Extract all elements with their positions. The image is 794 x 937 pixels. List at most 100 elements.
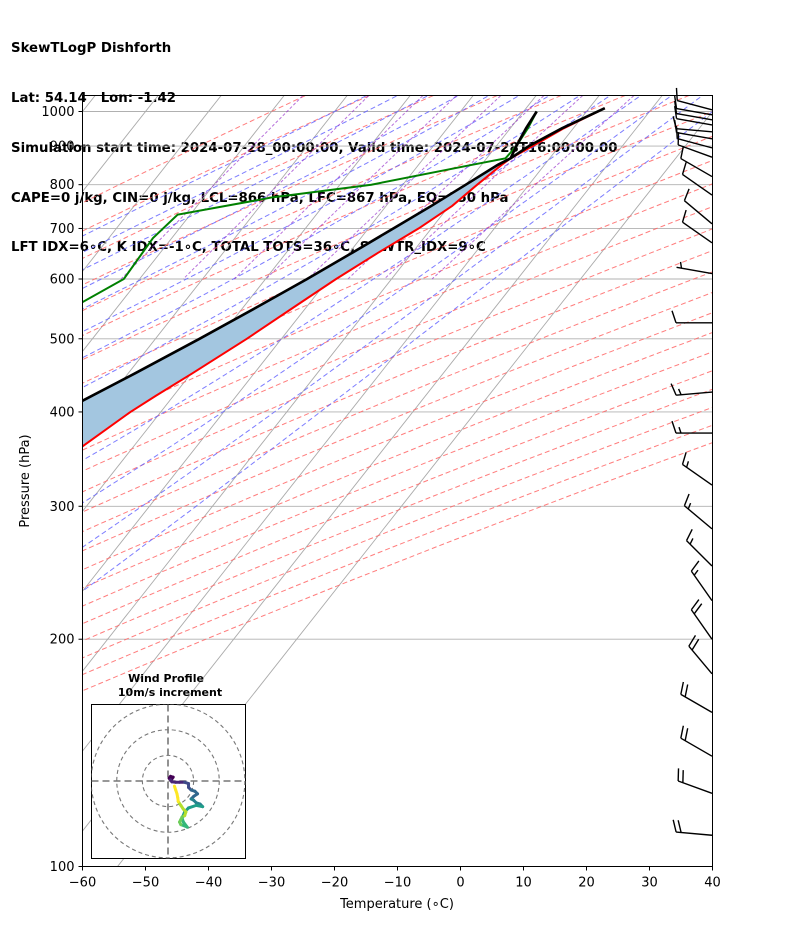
barb-shaft [676, 117, 713, 126]
barb-shaft [683, 200, 713, 225]
barb-shaft [676, 107, 713, 116]
barb-feather [680, 681, 685, 695]
barb-shaft [677, 137, 713, 149]
wind-barb [673, 95, 713, 116]
x-tick-label: 10 [515, 876, 532, 891]
wind-barb [675, 87, 713, 111]
barb-feather [672, 819, 677, 833]
x-tick-label: −30 [258, 876, 285, 891]
dry-adiabat-line [82, 424, 713, 676]
barb-feather [675, 125, 678, 139]
barb-shaft [690, 570, 713, 602]
wind-barb [681, 209, 713, 244]
dry-adiabat-line [82, 183, 713, 451]
y-tick-label: 500 [50, 332, 75, 347]
x-axis-title: Temperature (∘C) [339, 897, 454, 912]
barb-half-feather [679, 261, 683, 269]
dry-adiabat-line [82, 388, 713, 642]
dry-adiabat-line [82, 95, 435, 259]
barb-feather [680, 725, 685, 739]
barb-feather [673, 106, 678, 119]
barb-feather [670, 383, 677, 396]
barb-shaft [676, 112, 713, 121]
dewpoint-line [82, 111, 538, 304]
hodograph: Wind Profile 10m/s increment [91, 672, 246, 859]
y-tick-label: 900 [50, 140, 75, 155]
barb-feather [690, 560, 700, 572]
mixing-ratio-line [383, 95, 584, 280]
parcel-line [82, 110, 538, 403]
dry-adiabat-line [82, 95, 627, 337]
barb-half-feather [689, 538, 694, 545]
barb-feather [684, 728, 689, 741]
hodograph-ring [91, 704, 246, 859]
barb-feather [677, 820, 682, 833]
dry-adiabat-line [82, 312, 713, 571]
mixing-ratio-line [307, 95, 502, 280]
barb-half-feather [693, 569, 699, 576]
x-tick-label: −10 [384, 876, 411, 891]
y-axis-title: Pressure (hPa) [18, 434, 33, 527]
moist-adiabat-line [82, 95, 673, 504]
y-axis: 1000 900 800 700 600 500 400 300 200 100 [41, 105, 83, 875]
barb-shaft [686, 540, 713, 567]
wind-barb [685, 528, 713, 567]
isotherm-line [82, 95, 411, 512]
wind-barb [671, 310, 712, 324]
barb-feather [673, 95, 678, 109]
wind-barb [680, 681, 713, 713]
barb-shaft [688, 645, 713, 675]
wind-barb [671, 420, 712, 434]
dry-adiabat-line [82, 95, 691, 361]
x-axis: −60 −50 −40 −30 −20 −10 0 10 20 30 40 [69, 866, 721, 891]
barb-half-feather [678, 426, 682, 434]
barb-shaft [677, 780, 713, 794]
cape-area [82, 158, 511, 447]
barb-half-feather [677, 388, 682, 396]
isotherm-line [82, 95, 348, 433]
barb-feather [685, 528, 693, 541]
barb-half-feather [687, 502, 692, 510]
barb-shaft [676, 391, 713, 396]
wind-barb [683, 493, 713, 530]
barb-feather [693, 603, 703, 615]
barb-shaft [676, 266, 713, 275]
y-tick-label: 700 [50, 222, 75, 237]
barb-shaft [680, 737, 713, 757]
hodograph-subtitle: 10m/s increment [118, 686, 222, 699]
dry-adiabat-line [82, 228, 713, 493]
isotherm-line [82, 95, 285, 353]
moist-adiabat-line [82, 95, 704, 548]
moist-adiabat-line [82, 95, 612, 423]
hodograph-segment [172, 784, 178, 792]
wind-barbs [670, 87, 713, 836]
x-tick-label: −50 [132, 876, 159, 891]
wind-barb [680, 725, 713, 757]
wind-barb [673, 106, 713, 126]
mixing-ratio-line [120, 95, 304, 280]
barb-half-feather [685, 461, 690, 468]
y-tick-label: 300 [50, 500, 75, 515]
moist-adiabat-line [82, 95, 581, 389]
barb-feather [691, 638, 700, 651]
wind-barb [673, 100, 713, 121]
barb-feather [675, 87, 678, 101]
barb-feather [683, 493, 690, 507]
barb-shaft [676, 831, 713, 836]
barb-shaft [680, 157, 713, 178]
dry-adiabat-line [82, 442, 713, 692]
barb-feather [684, 684, 689, 698]
barb-shaft [682, 463, 713, 486]
hodograph-plot [91, 704, 246, 859]
barb-feather [671, 310, 677, 323]
y-tick-label: 100 [50, 860, 75, 875]
barb-feather [673, 100, 678, 114]
mixing-ratio-line [233, 95, 424, 280]
wind-barb [680, 146, 713, 178]
wind-barb [672, 819, 713, 836]
cape-line: CAPE=0 j/kg, CIN=0 j/kg, LCL=866 hPa, LF… [11, 190, 509, 206]
mixing-ratio-line [431, 95, 635, 280]
moist-adiabat-line [82, 95, 490, 310]
wind-barb [681, 162, 713, 196]
